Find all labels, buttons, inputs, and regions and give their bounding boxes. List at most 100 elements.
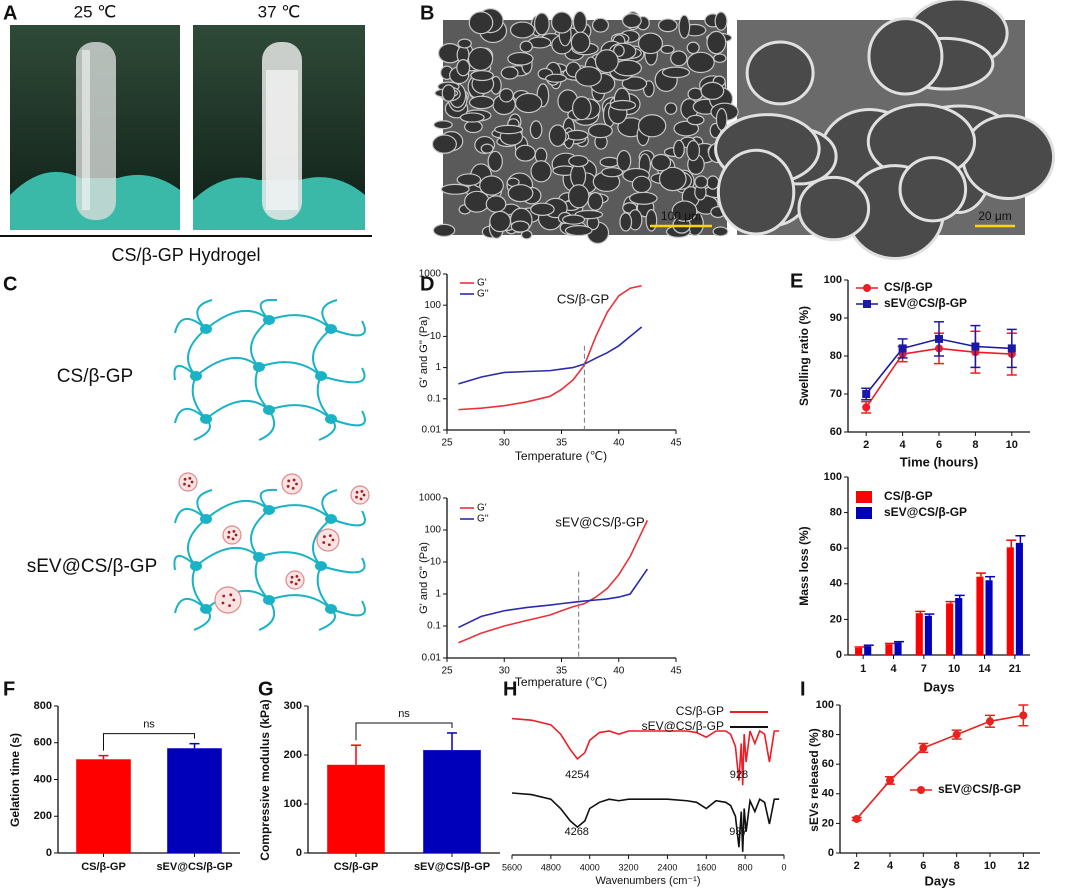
pore [621, 76, 648, 91]
peak-label: 4254 [565, 769, 589, 781]
crosslink [325, 324, 337, 334]
x-tick-label: 5600 [502, 862, 522, 872]
pore [660, 44, 675, 54]
pore [433, 120, 453, 130]
crosslink [190, 371, 202, 381]
pore [694, 175, 709, 189]
y-tick-label: 60 [830, 426, 842, 438]
y-tick-label: 0.1 [427, 621, 441, 632]
pore [480, 143, 494, 154]
chart: 0 20 40 60 80 100 2 4 6 8 10 12 Days sEVs released (%… [807, 699, 1040, 888]
pore [637, 32, 664, 55]
y-tick-label: 600 [34, 737, 52, 749]
pore [519, 40, 533, 53]
pore [637, 114, 667, 138]
series-line [458, 284, 642, 411]
y-tick-label: 100 [824, 274, 842, 286]
y-tick-label: 100 [424, 525, 441, 536]
peak-label: 928 [730, 769, 748, 781]
chart: 0 200 400 600 800 Gelation time (s) CS/β-GP sEV… [8, 700, 240, 873]
x-tick-label: 2 [863, 439, 869, 451]
pore [456, 173, 482, 187]
pore [671, 200, 698, 222]
x-tick-label: 25 [441, 438, 453, 449]
x-tick-label: 40 [613, 666, 625, 677]
x-axis-label: Wavenumbers (cm⁻¹) [595, 875, 700, 887]
sev-cargo [188, 477, 192, 480]
pore [571, 96, 592, 121]
y-tick-label: 300 [284, 700, 302, 712]
crosslink [253, 552, 265, 562]
sev-cargo [228, 604, 231, 608]
pore [706, 175, 720, 190]
gel [266, 70, 298, 210]
x-tick-label: sEV@CS/β-GP [156, 861, 232, 873]
pore [468, 95, 495, 110]
pore [510, 220, 530, 233]
sev-cargo [232, 598, 236, 602]
sev-cargo [327, 543, 331, 547]
sev-cargo [290, 580, 293, 584]
pore [961, 114, 1056, 200]
legend-label: G' [477, 278, 487, 289]
pore [686, 140, 701, 162]
legend-swatch [856, 491, 872, 503]
bar [76, 759, 131, 853]
pore [715, 107, 728, 131]
pore [713, 53, 727, 63]
pore [673, 139, 685, 159]
point [952, 730, 961, 739]
crosslink [263, 315, 275, 325]
legend-marker [863, 300, 871, 308]
chart: 0.01 0.1 1 10 100 1000 25 30 35 40 45 Temperature (… [418, 493, 682, 690]
pore [686, 114, 705, 126]
pore [470, 70, 494, 82]
sev-cargo [227, 535, 230, 539]
chart: 0 100 200 300 Compressive modulus (kPa) CS/β-… [258, 699, 500, 873]
crosslink [325, 604, 337, 614]
sev-cargo [297, 578, 301, 582]
bar [327, 764, 385, 853]
sev [350, 485, 370, 505]
legend-label: sEV@CS/β-GP [938, 782, 1021, 796]
photo-label: 25 ℃ [74, 2, 117, 21]
x-tick-label: 10 [984, 860, 996, 872]
point [852, 814, 861, 823]
x-tick-label: CS/β-GP [81, 861, 126, 873]
y-axis-label: G' and G'' (Pa) [418, 316, 430, 388]
x-tick-label: 2 [854, 860, 860, 872]
sev-cargo [232, 530, 236, 533]
pore [670, 50, 688, 67]
crosslink [263, 595, 275, 605]
pore [712, 226, 729, 237]
pore [658, 166, 687, 192]
crosslink [200, 414, 212, 424]
x-tick-label: 6 [936, 439, 942, 451]
series-line [511, 717, 780, 786]
pore [619, 212, 633, 232]
series-line [511, 792, 780, 852]
pore [616, 149, 632, 172]
x-tick-label: 7 [921, 663, 927, 675]
crosslink [325, 414, 337, 424]
pore [468, 11, 494, 35]
x-tick-label: 30 [499, 438, 511, 449]
point [935, 334, 943, 343]
point [986, 717, 994, 726]
sev-cargo [227, 530, 231, 534]
diagram-label: CS/β-GP [57, 366, 133, 387]
photos [0, 25, 372, 237]
sev [316, 528, 340, 552]
x-tick-label: 21 [1009, 663, 1021, 675]
point [886, 776, 894, 785]
chart-annotation: CS/β-GP [557, 291, 609, 306]
significance-bracket [103, 733, 195, 751]
crosslink [263, 505, 275, 515]
pore [545, 73, 567, 83]
bar [985, 580, 993, 655]
panel-label: D [420, 273, 434, 295]
legend-label: CS/β-GP [884, 280, 933, 294]
y-tick-label: 800 [34, 700, 52, 712]
bar [915, 613, 923, 655]
